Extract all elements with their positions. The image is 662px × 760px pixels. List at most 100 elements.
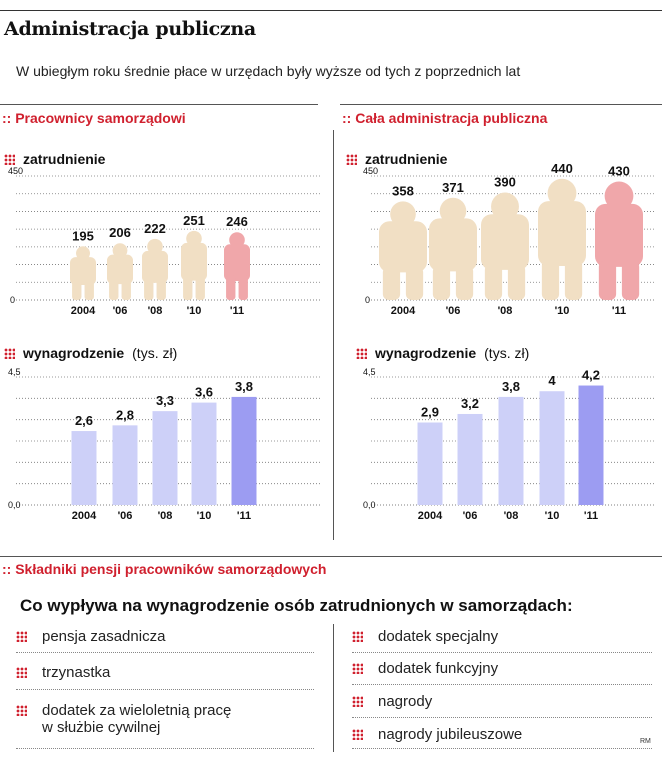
dots-icon [352, 729, 363, 740]
x-tick-label: '11 [584, 510, 598, 522]
data-label: 195 [72, 228, 94, 243]
x-tick-label: '08 [498, 305, 513, 317]
dots-icon [4, 348, 15, 359]
data-label: 206 [109, 225, 131, 240]
data-label: 440 [551, 161, 573, 176]
x-tick-label: 2004 [418, 510, 443, 522]
person-head [604, 181, 634, 211]
dots-icon [16, 667, 27, 678]
dots-icon [352, 696, 363, 707]
person-leg [382, 266, 401, 300]
section-rule-right [340, 104, 662, 105]
person-head [147, 238, 163, 255]
salary-label-left: wynagrodzenie (tys. zł) [4, 345, 177, 361]
person-leg [405, 266, 424, 300]
y-tick-label: 450 [363, 166, 378, 176]
data-label: 3,2 [461, 396, 479, 411]
dots-icon [4, 154, 15, 165]
data-label: 358 [392, 183, 414, 198]
x-tick-label: '11 [230, 305, 244, 317]
components-divider [333, 624, 334, 752]
y-tick-label: 0 [365, 295, 370, 305]
person-head [229, 232, 245, 248]
data-label: 2,9 [421, 405, 439, 420]
bar [457, 413, 483, 505]
x-tick-label: 2004 [72, 510, 97, 522]
person-head [491, 192, 519, 221]
salary-label-text: wynagrodzenie [375, 345, 477, 361]
x-tick-label: '11 [237, 510, 251, 522]
y-tick-label: 0,0 [8, 500, 21, 510]
person-leg [183, 274, 193, 300]
x-tick-label: '08 [148, 305, 163, 317]
component-item: nagrody jubileuszowe [352, 726, 522, 743]
y-tick-label: 4,5 [8, 367, 21, 377]
data-label: 3,8 [235, 379, 253, 394]
dots-icon [346, 154, 357, 165]
person-leg [507, 263, 526, 300]
person-body [595, 203, 643, 267]
person-leg [121, 278, 131, 300]
person-leg [455, 265, 474, 300]
person-head [112, 243, 128, 258]
person-leg [541, 260, 560, 300]
data-label: 3,3 [156, 393, 174, 408]
person-leg [484, 263, 503, 300]
person-leg [109, 278, 119, 300]
y-tick-label: 0 [10, 295, 15, 305]
charts-canvas: 450 0 195 2004 206 '06 222 '08 251 '10 246 '11 450 0 3… [8, 161, 656, 522]
component-text: nagrody [378, 693, 433, 710]
bar [152, 411, 178, 505]
data-label: 4 [548, 373, 556, 388]
data-label: 222 [144, 221, 166, 236]
person-body [538, 201, 586, 267]
bar [417, 422, 443, 505]
person-leg [195, 274, 205, 300]
x-tick-label: '10 [197, 510, 212, 522]
credit: RM [640, 738, 651, 745]
x-tick-label: '10 [555, 305, 570, 317]
component-text: nagrody jubileuszowe [378, 726, 523, 743]
component-item: nagrody [352, 693, 432, 710]
dotted-separator [16, 689, 314, 691]
x-tick-label: '10 [545, 510, 560, 522]
person-leg [564, 260, 583, 300]
data-label: 251 [183, 213, 205, 228]
dots-icon [16, 631, 27, 642]
component-text: dodatek za wieloletnią pracę [42, 702, 232, 719]
person-leg [156, 276, 166, 300]
dotted-separator [16, 652, 314, 654]
person-head [390, 201, 416, 227]
person-leg [144, 276, 154, 300]
dots-icon [356, 348, 367, 359]
person-leg [432, 265, 451, 300]
person-head [186, 230, 202, 247]
component-text: dodatek specjalny [378, 628, 499, 645]
component-text: trzynastka [42, 664, 111, 681]
y-tick-label: 0,0 [363, 500, 376, 510]
section-head-left: :: Pracownicy samorządowi [2, 110, 186, 126]
person-body [142, 250, 168, 283]
x-tick-label: '06 [463, 510, 478, 522]
x-tick-label: '08 [158, 510, 173, 522]
dotted-separator [352, 748, 652, 750]
person-leg [226, 275, 236, 300]
bar [191, 402, 217, 505]
components-title: Co wypływa na wynagrodzenie osób zatrudn… [20, 596, 573, 615]
person-head [76, 246, 90, 261]
data-label: 4,2 [582, 368, 600, 383]
section-rule-left [0, 104, 318, 105]
top-rule [0, 10, 662, 11]
data-label: 3,6 [195, 385, 213, 400]
component-text: pensja zasadnicza [42, 628, 166, 645]
dotted-separator [352, 652, 652, 654]
bar [231, 396, 257, 505]
person-body [481, 214, 529, 270]
bar [539, 391, 565, 505]
y-tick-label: 4,5 [363, 367, 376, 377]
component-text: dodatek funkcyjny [378, 660, 499, 677]
component-item: trzynastka [16, 664, 110, 681]
dotted-separator [16, 748, 314, 750]
person-leg [84, 278, 94, 300]
section-head-components: :: Składniki pensji pracowników samorząd… [2, 561, 327, 577]
